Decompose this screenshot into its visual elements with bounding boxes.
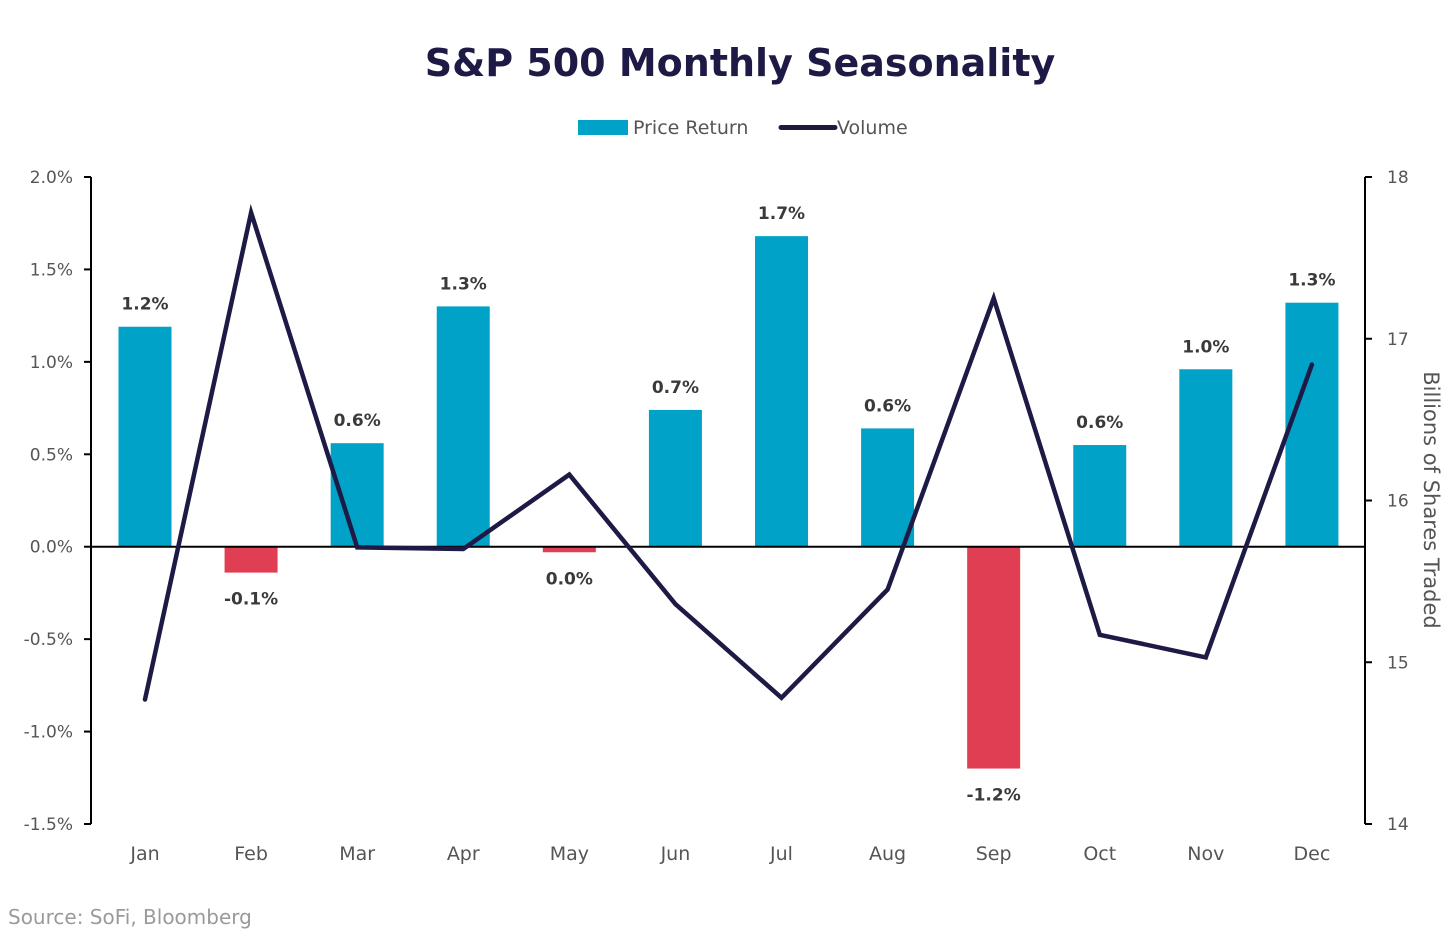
- x-axis-label: Aug: [869, 843, 906, 865]
- x-axis-label: Jun: [660, 843, 691, 865]
- bar-value-label: 0.0%: [546, 569, 593, 589]
- bar-feb: [224, 546, 278, 573]
- bar-value-label: 0.6%: [1076, 413, 1123, 433]
- source-note: Source: SoFi, Bloomberg: [8, 905, 252, 929]
- x-axis-label: Dec: [1294, 843, 1331, 865]
- right-axis-title: Billions of Shares Traded: [1419, 371, 1443, 628]
- axes: 2.0% 1.5% 1.0% 0.5% 0.0% -0.5% -1.0% -1.5% 18 17 1…: [24, 168, 1409, 865]
- left-axis-tick-label: 1.0%: [30, 353, 73, 373]
- bar-dec: [1285, 302, 1339, 547]
- x-axis-label: Nov: [1187, 843, 1224, 865]
- right-axis-tick-label: 14: [1387, 815, 1409, 835]
- bar-value-label: 1.3%: [440, 274, 487, 294]
- bar-jan: [118, 326, 172, 547]
- bar-aug: [861, 428, 915, 547]
- x-axis-label: Oct: [1083, 843, 1116, 865]
- x-axis-label: May: [550, 843, 589, 865]
- bar-value-label: -0.1%: [224, 590, 278, 610]
- bar-value-label: 1.3%: [1288, 271, 1335, 291]
- legend-swatch-price-return: [578, 120, 628, 135]
- bar-value-label: 0.6%: [334, 411, 381, 431]
- x-axis-label: Apr: [447, 843, 480, 865]
- x-axis-label: Feb: [234, 843, 268, 865]
- bar-jun: [648, 409, 702, 547]
- bar-oct: [1073, 445, 1127, 547]
- bar-nov: [1179, 369, 1233, 547]
- right-axis-tick-label: 16: [1387, 492, 1409, 512]
- left-axis-tick-label: -1.5%: [24, 815, 73, 835]
- bar-value-label: -1.2%: [967, 786, 1021, 806]
- bar-sep: [967, 546, 1021, 769]
- legend: Price Return Volume: [578, 117, 908, 139]
- volume-line-group: [142, 203, 1315, 702]
- volume-line: [142, 203, 1315, 702]
- right-axis-tick-label: 15: [1387, 653, 1409, 673]
- x-axis-label: Sep: [976, 843, 1012, 865]
- legend-label-volume: Volume: [837, 117, 908, 139]
- data-labels: 1.2% -0.1% 0.6% 1.3% 0.0% 0.7% 1.7% 0.6% -1.2% 0.…: [121, 204, 1335, 805]
- bar-value-label: 1.7%: [758, 204, 805, 224]
- left-axis-tick-label: 0.0%: [30, 538, 73, 558]
- bar-value-label: 0.7%: [652, 378, 699, 398]
- x-axis-label: Jan: [129, 843, 159, 865]
- left-axis-tick-label: 0.5%: [30, 445, 73, 465]
- left-axis-tick-label: -0.5%: [24, 630, 73, 650]
- bar-apr: [436, 306, 490, 547]
- left-axis-tick-label: 1.5%: [30, 260, 73, 280]
- right-axis-tick-label: 17: [1387, 330, 1409, 350]
- left-axis-tick-label: -1.0%: [24, 723, 73, 743]
- bar-may: [542, 546, 596, 553]
- bar-jul: [755, 236, 808, 547]
- price-return-bars: [118, 236, 1339, 769]
- bar-value-label: 1.0%: [1182, 337, 1229, 357]
- legend-label-price-return: Price Return: [633, 117, 748, 139]
- bar-value-label: 1.2%: [121, 295, 168, 315]
- x-axis-label: Mar: [339, 843, 375, 865]
- right-axis-tick-label: 18: [1387, 168, 1409, 188]
- left-axis-tick-label: 2.0%: [30, 168, 73, 188]
- chart-title: S&P 500 Monthly Seasonality: [425, 41, 1056, 85]
- bar-value-label: 0.6%: [864, 396, 911, 416]
- x-axis-label: Jul: [769, 843, 793, 865]
